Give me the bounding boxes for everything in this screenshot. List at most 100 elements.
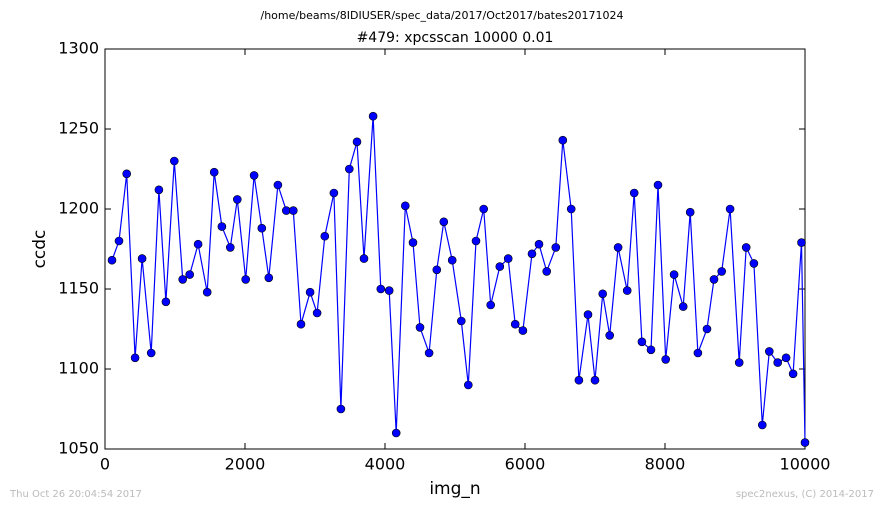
data-point (598, 289, 608, 299)
y-axis-label: ccdc (30, 230, 50, 269)
footer-right: spec2nexus, (C) 2014-2017 (736, 489, 874, 500)
data-point (137, 254, 147, 263)
data-point (495, 262, 505, 271)
data-point (296, 319, 306, 329)
data-point (312, 308, 322, 318)
data-point (797, 238, 806, 247)
data-point (193, 239, 203, 249)
data-point (741, 243, 751, 252)
data-point (415, 323, 425, 332)
data-point (583, 310, 593, 319)
data-point (734, 358, 744, 367)
x-tick-label: 6000 (505, 455, 546, 474)
data-point (558, 135, 568, 145)
plot-area (104, 48, 806, 450)
data-point (590, 375, 600, 385)
data-point (114, 236, 124, 246)
data-point (185, 270, 194, 279)
data-point (503, 254, 513, 263)
data-point (534, 239, 544, 249)
data-point (368, 111, 378, 121)
data-point (456, 316, 466, 326)
data-point (653, 180, 663, 190)
data-point (432, 265, 442, 275)
data-point (518, 326, 528, 335)
data-point (424, 348, 434, 358)
data-point (471, 236, 481, 246)
x-tick-label: 4000 (365, 455, 406, 474)
data-point (661, 355, 671, 364)
data-point (764, 347, 774, 356)
data-point (574, 375, 584, 385)
data-point (439, 217, 449, 227)
data-point (542, 267, 552, 276)
data-point (637, 337, 647, 347)
data-point (329, 188, 339, 198)
data-point (146, 348, 156, 358)
data-point (463, 380, 473, 390)
data-point (613, 243, 623, 252)
data-point (685, 207, 695, 217)
data-point (170, 156, 179, 166)
data-point (566, 204, 576, 214)
data-point (669, 270, 679, 279)
data-point (288, 206, 298, 215)
data-point (479, 204, 489, 214)
x-axis-label: img_n (429, 479, 480, 499)
data-point (305, 287, 315, 297)
data-point (336, 404, 346, 414)
data-point (447, 255, 457, 265)
data-point (551, 243, 561, 252)
data-point (384, 286, 394, 295)
data-point (709, 275, 719, 284)
data-point (352, 137, 362, 147)
y-tick-label: 1200 (58, 199, 99, 218)
data-point (486, 300, 496, 310)
data-point (344, 164, 354, 174)
footer-left: Thu Oct 26 20:04:54 2017 (9, 489, 142, 500)
x-tick-label: 2000 (225, 455, 266, 474)
data-point (241, 275, 250, 284)
data-point (217, 222, 227, 231)
data-point (233, 195, 242, 204)
chart-title: #479: xpcsscan 10000 0.01 (357, 30, 554, 46)
y-tick-label: 1150 (58, 279, 99, 298)
data-point (693, 348, 703, 358)
data-point (749, 259, 759, 268)
data-point (320, 231, 330, 241)
data-point (629, 188, 639, 198)
data-point (757, 420, 767, 430)
data-point (122, 169, 131, 179)
data-point (605, 331, 615, 340)
data-point (273, 180, 283, 190)
data-point (154, 185, 164, 195)
data-line (111, 116, 806, 443)
data-point (717, 267, 727, 276)
data-point (107, 255, 117, 265)
data-point (202, 287, 212, 297)
x-tick-label: 10000 (780, 455, 831, 474)
data-point (527, 249, 537, 259)
data-point (622, 286, 632, 295)
data-point (725, 204, 735, 214)
y-tick-label: 1300 (58, 39, 99, 58)
data-point (678, 302, 688, 311)
data-point (359, 254, 369, 263)
data-point (510, 319, 520, 329)
y-tick-label: 1100 (58, 359, 99, 378)
data-point (209, 167, 219, 177)
data-point (400, 201, 410, 211)
data-point (391, 428, 401, 438)
data-point (257, 223, 267, 233)
data-point (161, 297, 171, 307)
data-point (408, 238, 418, 247)
data-point (376, 284, 386, 294)
data-point (130, 353, 140, 363)
data-point (781, 353, 791, 363)
data-point (646, 345, 656, 355)
x-tick-label: 8000 (645, 455, 686, 474)
suptitle: /home/beams/8IDIUSER/spec_data/2017/Oct2… (261, 9, 624, 22)
y-tick-label: 1250 (58, 119, 99, 138)
x-tick-label: 0 (100, 455, 110, 474)
